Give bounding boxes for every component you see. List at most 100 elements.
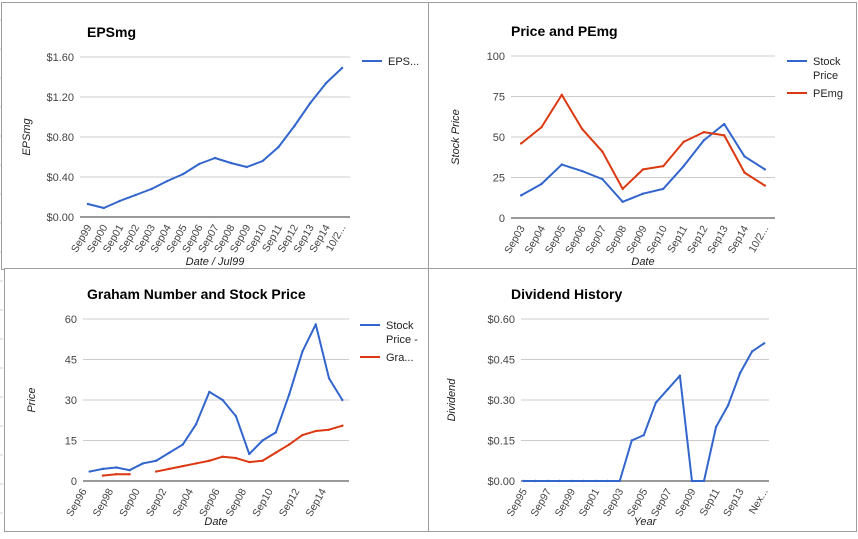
data-point — [702, 139, 706, 142]
price-pe-chart-panel: Price and PEmg 0 25 50 75 100 Sep03 Sep04 Sep05 S… — [428, 2, 857, 270]
data-point — [341, 424, 344, 427]
data-point — [723, 122, 726, 126]
y-tick-label: $1.60 — [46, 52, 74, 64]
x-tick-label: Sep01 — [577, 486, 603, 518]
dividend-chart: Dividend History $0.00 $0.15 $0.30 $0.45 $0.6… — [446, 286, 771, 528]
data-point — [181, 443, 184, 446]
data-point — [118, 199, 121, 203]
data-point — [115, 466, 118, 469]
data-point — [274, 431, 278, 434]
x-tick-label: Sep14 — [726, 223, 752, 255]
data-point — [682, 164, 685, 168]
y-tick-label: $0.00 — [46, 212, 74, 224]
y-axis-title: Price — [26, 387, 38, 412]
data-point — [168, 451, 171, 454]
legend-label: Stock — [813, 56, 841, 68]
chart-title: Graham Number and Stock Price — [87, 286, 306, 302]
data-point — [601, 150, 604, 153]
data-point — [154, 459, 158, 462]
data-point — [150, 187, 153, 191]
data-point — [194, 423, 198, 426]
data-point — [641, 168, 645, 171]
data-point — [341, 398, 344, 402]
data-point — [324, 81, 328, 85]
data-point — [261, 159, 264, 163]
y-tick-label: 60 — [65, 314, 77, 326]
data-point — [582, 479, 585, 483]
y-axis-title: Stock Price — [450, 109, 462, 165]
x-tick-label: Sep03 — [601, 486, 627, 518]
x-tick-label: Sep09 — [673, 486, 699, 518]
x-tick-label: Sep99 — [553, 486, 579, 518]
data-point — [128, 473, 131, 476]
y-tick-label: $0.60 — [487, 314, 515, 326]
data-point — [580, 169, 584, 173]
data-point — [327, 377, 331, 380]
data-point — [314, 429, 317, 433]
y-tick-label: $0.00 — [487, 476, 515, 488]
y-tick-label: $0.30 — [487, 395, 515, 407]
x-tick-label: Sep00 — [117, 486, 143, 518]
y-tick-label: 25 — [493, 173, 505, 185]
data-point — [327, 428, 331, 431]
data-point — [86, 202, 90, 206]
data-point — [618, 479, 621, 483]
data-point — [560, 163, 563, 166]
x-tick-label: Sep11 — [697, 486, 722, 518]
y-tick-label: 15 — [65, 436, 77, 448]
series-line — [155, 424, 343, 473]
data-point — [248, 460, 251, 464]
x-tick-label: Sep13 — [721, 486, 747, 518]
price-pe-chart: Price and PEmg0255075100Sep03Sep04Sep05S… — [450, 23, 843, 268]
eps-chart: EPSmg$0.00$0.40$0.80$1.20$1.60Sep99Sep00… — [21, 24, 419, 268]
x-axis-title: Date — [204, 516, 227, 528]
data-point — [750, 350, 754, 353]
x-tick-label: Sep02 — [144, 486, 170, 518]
data-point — [546, 479, 549, 483]
series-line — [520, 123, 766, 203]
x-axis-title: Year — [634, 516, 658, 528]
data-point — [234, 456, 238, 460]
data-point — [641, 192, 645, 195]
data-point — [115, 473, 118, 476]
y-tick-label: 75 — [493, 92, 505, 104]
data-point — [606, 479, 609, 483]
data-point — [540, 126, 543, 129]
data-point — [88, 470, 91, 473]
y-tick-label: 30 — [65, 395, 77, 407]
chart-title: Price and PEmg — [511, 23, 618, 39]
data-point — [309, 101, 312, 105]
x-tick-label: Sep07 — [649, 486, 675, 518]
data-point — [194, 462, 198, 465]
data-point — [208, 459, 211, 462]
y-tick-label: 50 — [493, 132, 505, 144]
data-point — [630, 439, 633, 442]
graham-chart-panel: Graham Number and Stock Price 0 15 30 45 60 Se… — [4, 268, 429, 532]
data-point — [714, 425, 718, 429]
data-point — [570, 479, 573, 483]
y-axis-title: EPSmg — [21, 117, 33, 155]
data-point — [134, 193, 137, 197]
data-point — [182, 172, 185, 176]
data-point — [519, 194, 523, 197]
data-point — [662, 164, 665, 168]
data-point — [762, 342, 766, 345]
x-tick-label: Sep96 — [64, 486, 90, 518]
x-tick-label: Sep12 — [277, 486, 303, 518]
chart-title: Dividend History — [511, 286, 622, 302]
data-point — [314, 323, 317, 326]
legend-label: PEmg — [813, 88, 843, 100]
data-point — [534, 479, 537, 483]
y-axis-title: Dividend — [446, 378, 458, 422]
data-point — [101, 467, 105, 471]
dividend-chart-panel: Dividend History $0.00 $0.15 $0.30 $0.45 $0.6… — [428, 268, 857, 532]
data-point — [287, 393, 291, 396]
data-point — [141, 462, 145, 465]
y-tick-label: $1.20 — [46, 92, 74, 104]
data-point — [197, 162, 201, 166]
data-point — [621, 200, 624, 203]
data-point — [690, 479, 694, 483]
y-tick-label: $0.45 — [487, 355, 515, 367]
data-point — [301, 433, 304, 437]
data-point — [738, 371, 742, 375]
